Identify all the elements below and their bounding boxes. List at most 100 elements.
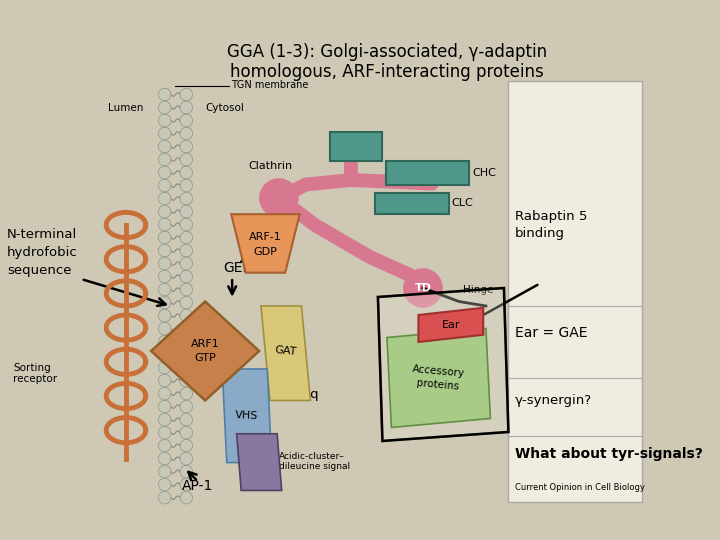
Text: GDP: GDP [253, 247, 277, 257]
Circle shape [180, 309, 192, 322]
Text: Acidic-cluster–
dileucine signal: Acidic-cluster– dileucine signal [279, 452, 350, 471]
Circle shape [158, 179, 171, 192]
Circle shape [158, 465, 171, 478]
FancyBboxPatch shape [508, 81, 642, 502]
Text: TGN membrane: TGN membrane [231, 79, 309, 90]
Circle shape [158, 478, 171, 491]
Text: Accessory
proteins: Accessory proteins [411, 364, 466, 392]
Text: VHS: VHS [235, 410, 258, 421]
Text: ARF1
GTP: ARF1 GTP [191, 339, 220, 363]
Circle shape [158, 440, 171, 452]
Circle shape [180, 179, 192, 192]
Circle shape [180, 153, 192, 166]
Circle shape [158, 453, 171, 465]
Polygon shape [387, 328, 490, 428]
Circle shape [158, 296, 171, 309]
Circle shape [180, 374, 192, 387]
Circle shape [158, 205, 171, 218]
Circle shape [180, 491, 192, 504]
Circle shape [158, 127, 171, 140]
Polygon shape [261, 306, 310, 401]
Text: CHC: CHC [472, 168, 496, 178]
Circle shape [158, 244, 171, 257]
Circle shape [158, 387, 171, 400]
Circle shape [158, 374, 171, 387]
Circle shape [180, 114, 192, 127]
Circle shape [180, 387, 192, 400]
Circle shape [180, 140, 192, 153]
Circle shape [158, 192, 171, 205]
Circle shape [180, 101, 192, 114]
Circle shape [158, 271, 171, 283]
Text: γ-synergin?: γ-synergin? [515, 394, 592, 407]
Circle shape [180, 127, 192, 140]
Circle shape [158, 284, 171, 296]
Text: GGA (1-3): Golgi-associated, γ-adaptin: GGA (1-3): Golgi-associated, γ-adaptin [227, 43, 547, 61]
Circle shape [158, 231, 171, 244]
Circle shape [180, 166, 192, 179]
Circle shape [180, 296, 192, 309]
Circle shape [158, 153, 171, 166]
Text: Ubq: Ubq [292, 388, 319, 401]
FancyBboxPatch shape [375, 193, 449, 214]
Circle shape [158, 400, 171, 413]
Circle shape [180, 427, 192, 439]
Circle shape [180, 348, 192, 361]
Circle shape [158, 348, 171, 361]
Circle shape [180, 413, 192, 426]
Text: GAT: GAT [274, 345, 297, 357]
Circle shape [158, 335, 171, 348]
Circle shape [180, 478, 192, 491]
Text: Sorting
receptor: Sorting receptor [14, 363, 58, 384]
Circle shape [180, 440, 192, 452]
Text: CLC: CLC [451, 198, 474, 208]
Text: What about tyr-signals?: What about tyr-signals? [515, 448, 703, 462]
Circle shape [259, 178, 299, 218]
Text: ARF-1: ARF-1 [249, 232, 282, 242]
Circle shape [158, 413, 171, 426]
Circle shape [180, 257, 192, 270]
Polygon shape [378, 288, 508, 441]
Circle shape [180, 271, 192, 283]
Text: Clathrin: Clathrin [248, 161, 292, 171]
Circle shape [158, 114, 171, 127]
Circle shape [158, 309, 171, 322]
Polygon shape [237, 434, 282, 490]
Circle shape [180, 88, 192, 101]
Circle shape [403, 268, 443, 308]
Circle shape [180, 453, 192, 465]
Circle shape [158, 88, 171, 101]
Text: homologous, ARF-interacting proteins: homologous, ARF-interacting proteins [230, 63, 544, 81]
Circle shape [180, 244, 192, 257]
Circle shape [158, 257, 171, 270]
Text: Lumen: Lumen [108, 103, 144, 113]
Text: Cytosol: Cytosol [205, 103, 244, 113]
Circle shape [180, 205, 192, 218]
Polygon shape [222, 369, 271, 463]
Circle shape [158, 218, 171, 231]
Text: GEF: GEF [223, 261, 251, 275]
Circle shape [158, 166, 171, 179]
Text: AP-1: AP-1 [182, 479, 214, 493]
Circle shape [180, 322, 192, 335]
Polygon shape [151, 301, 259, 401]
Circle shape [180, 361, 192, 374]
Text: Ear = GAE: Ear = GAE [515, 326, 588, 340]
Circle shape [158, 101, 171, 114]
Text: N-terminal
hydrofobic
sequence: N-terminal hydrofobic sequence [7, 227, 78, 276]
Polygon shape [231, 214, 300, 273]
Circle shape [180, 400, 192, 413]
Circle shape [158, 322, 171, 335]
Circle shape [158, 361, 171, 374]
Circle shape [180, 218, 192, 231]
Text: Hinge: Hinge [464, 285, 494, 295]
Circle shape [180, 192, 192, 205]
Text: Ear: Ear [441, 320, 460, 330]
FancyBboxPatch shape [330, 132, 382, 161]
Circle shape [158, 491, 171, 504]
Circle shape [158, 427, 171, 439]
Circle shape [180, 335, 192, 348]
Circle shape [180, 284, 192, 296]
Circle shape [180, 465, 192, 478]
Text: TD: TD [415, 283, 431, 293]
